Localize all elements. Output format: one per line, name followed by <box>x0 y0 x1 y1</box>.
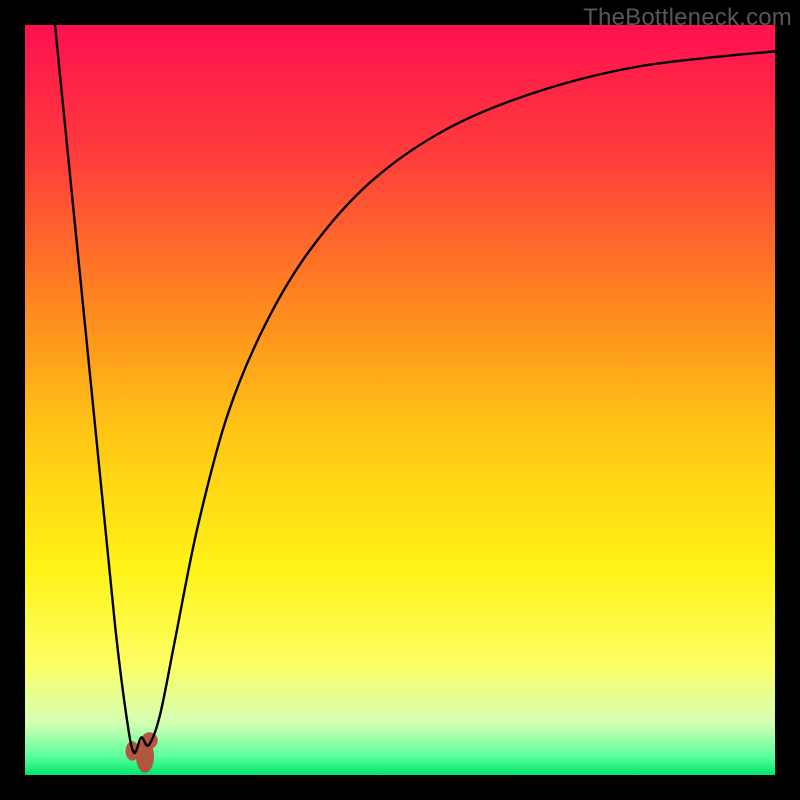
bottleneck-curve <box>55 25 775 753</box>
curve-layer <box>25 25 775 775</box>
chart-frame: TheBottleneck.com <box>0 0 800 800</box>
plot-area <box>25 25 775 775</box>
